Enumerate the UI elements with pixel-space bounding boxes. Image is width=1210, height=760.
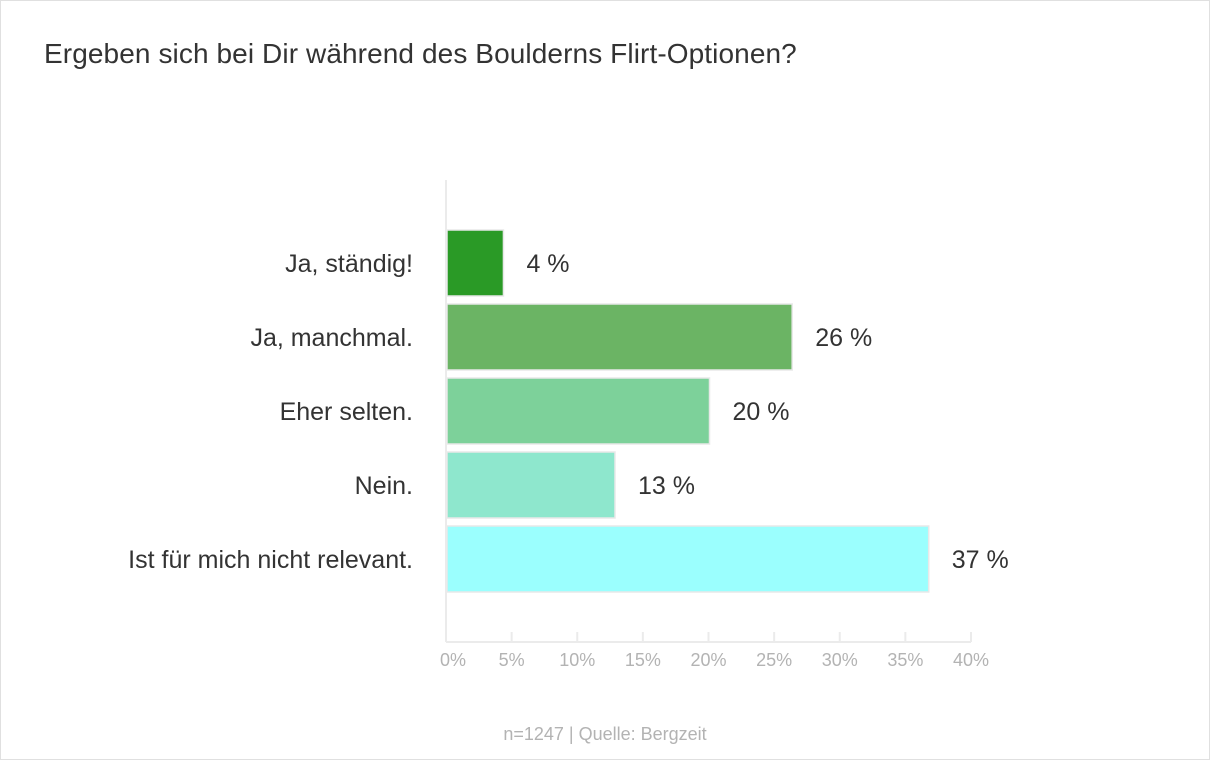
bar[interactable] xyxy=(446,377,711,445)
x-tick-label: 30% xyxy=(822,650,858,670)
x-tick-label: 10% xyxy=(559,650,595,670)
category-label: Ja, ständig! xyxy=(285,250,413,278)
x-tick-label: 15% xyxy=(625,650,661,670)
x-tick-label: 20% xyxy=(690,650,726,670)
value-label: 20 % xyxy=(733,398,790,426)
value-label: 26 % xyxy=(815,324,872,352)
source-footer: n=1247 | Quelle: Bergzeit xyxy=(503,724,707,744)
x-tick-label: 5% xyxy=(499,650,525,670)
bar[interactable] xyxy=(446,229,505,297)
x-tick-label: 0% xyxy=(440,650,466,670)
value-label: 13 % xyxy=(638,472,695,500)
chart-title: Ergeben sich bei Dir während des Boulder… xyxy=(44,38,797,69)
value-label: 37 % xyxy=(952,546,1009,574)
bars-layer: Ja, ständig! 4 % Ja, manchmal. 26 % Eher sel… xyxy=(128,229,1009,593)
axis-layer: 0% 5% 10% 15% 20% 25% 30% 35% 40% xyxy=(440,180,989,670)
category-label: Eher selten. xyxy=(280,398,413,426)
x-tick-label: 40% xyxy=(953,650,989,670)
category-label: Nein. xyxy=(355,472,413,500)
x-tick-label: 25% xyxy=(756,650,792,670)
value-label: 4 % xyxy=(526,250,569,278)
x-tick-label: 35% xyxy=(887,650,923,670)
bar[interactable] xyxy=(446,303,793,371)
category-label: Ist für mich nicht relevant. xyxy=(128,546,413,574)
bar[interactable] xyxy=(446,451,616,519)
bar[interactable] xyxy=(446,525,930,593)
category-label: Ja, manchmal. xyxy=(250,324,413,352)
